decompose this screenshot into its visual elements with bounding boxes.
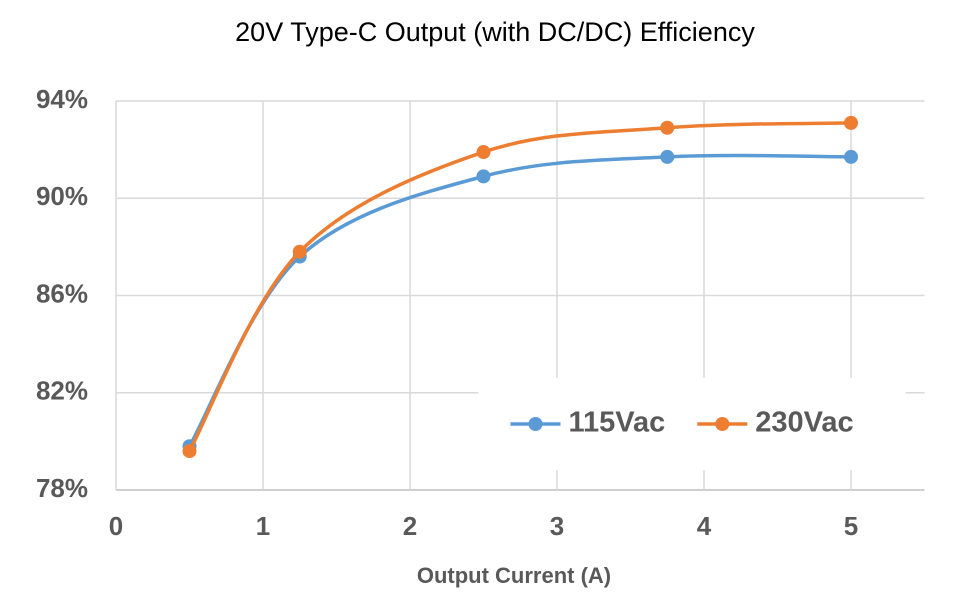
y-tick-label: 90% [36,181,88,211]
data-point [476,169,491,184]
legend-marker [528,417,543,431]
legend-label: 115Vac [569,407,666,439]
y-tick-label: 94% [36,84,88,114]
x-tick-label: 4 [697,511,712,541]
data-point [844,149,858,164]
data-point [292,244,307,259]
x-tick-label: 2 [403,511,417,541]
data-point [476,145,491,160]
data-point [182,444,197,459]
data-point [660,149,675,164]
legend-marker [715,417,730,431]
x-axis-title: Output Current (A) [417,563,611,588]
x-tick-label: 3 [550,511,564,541]
y-tick-label: 86% [36,278,88,308]
legend-label: 230Vac [755,407,853,439]
x-tick-label: 5 [844,511,858,541]
y-tick-label: 78% [36,473,88,503]
x-tick-label: 1 [256,511,270,541]
data-point [660,120,675,135]
y-tick-label: 82% [36,376,88,406]
x-tick-label: 0 [109,511,123,541]
data-point [844,115,858,130]
chart-title: 20V Type-C Output (with DC/DC) Efficienc… [235,17,755,47]
